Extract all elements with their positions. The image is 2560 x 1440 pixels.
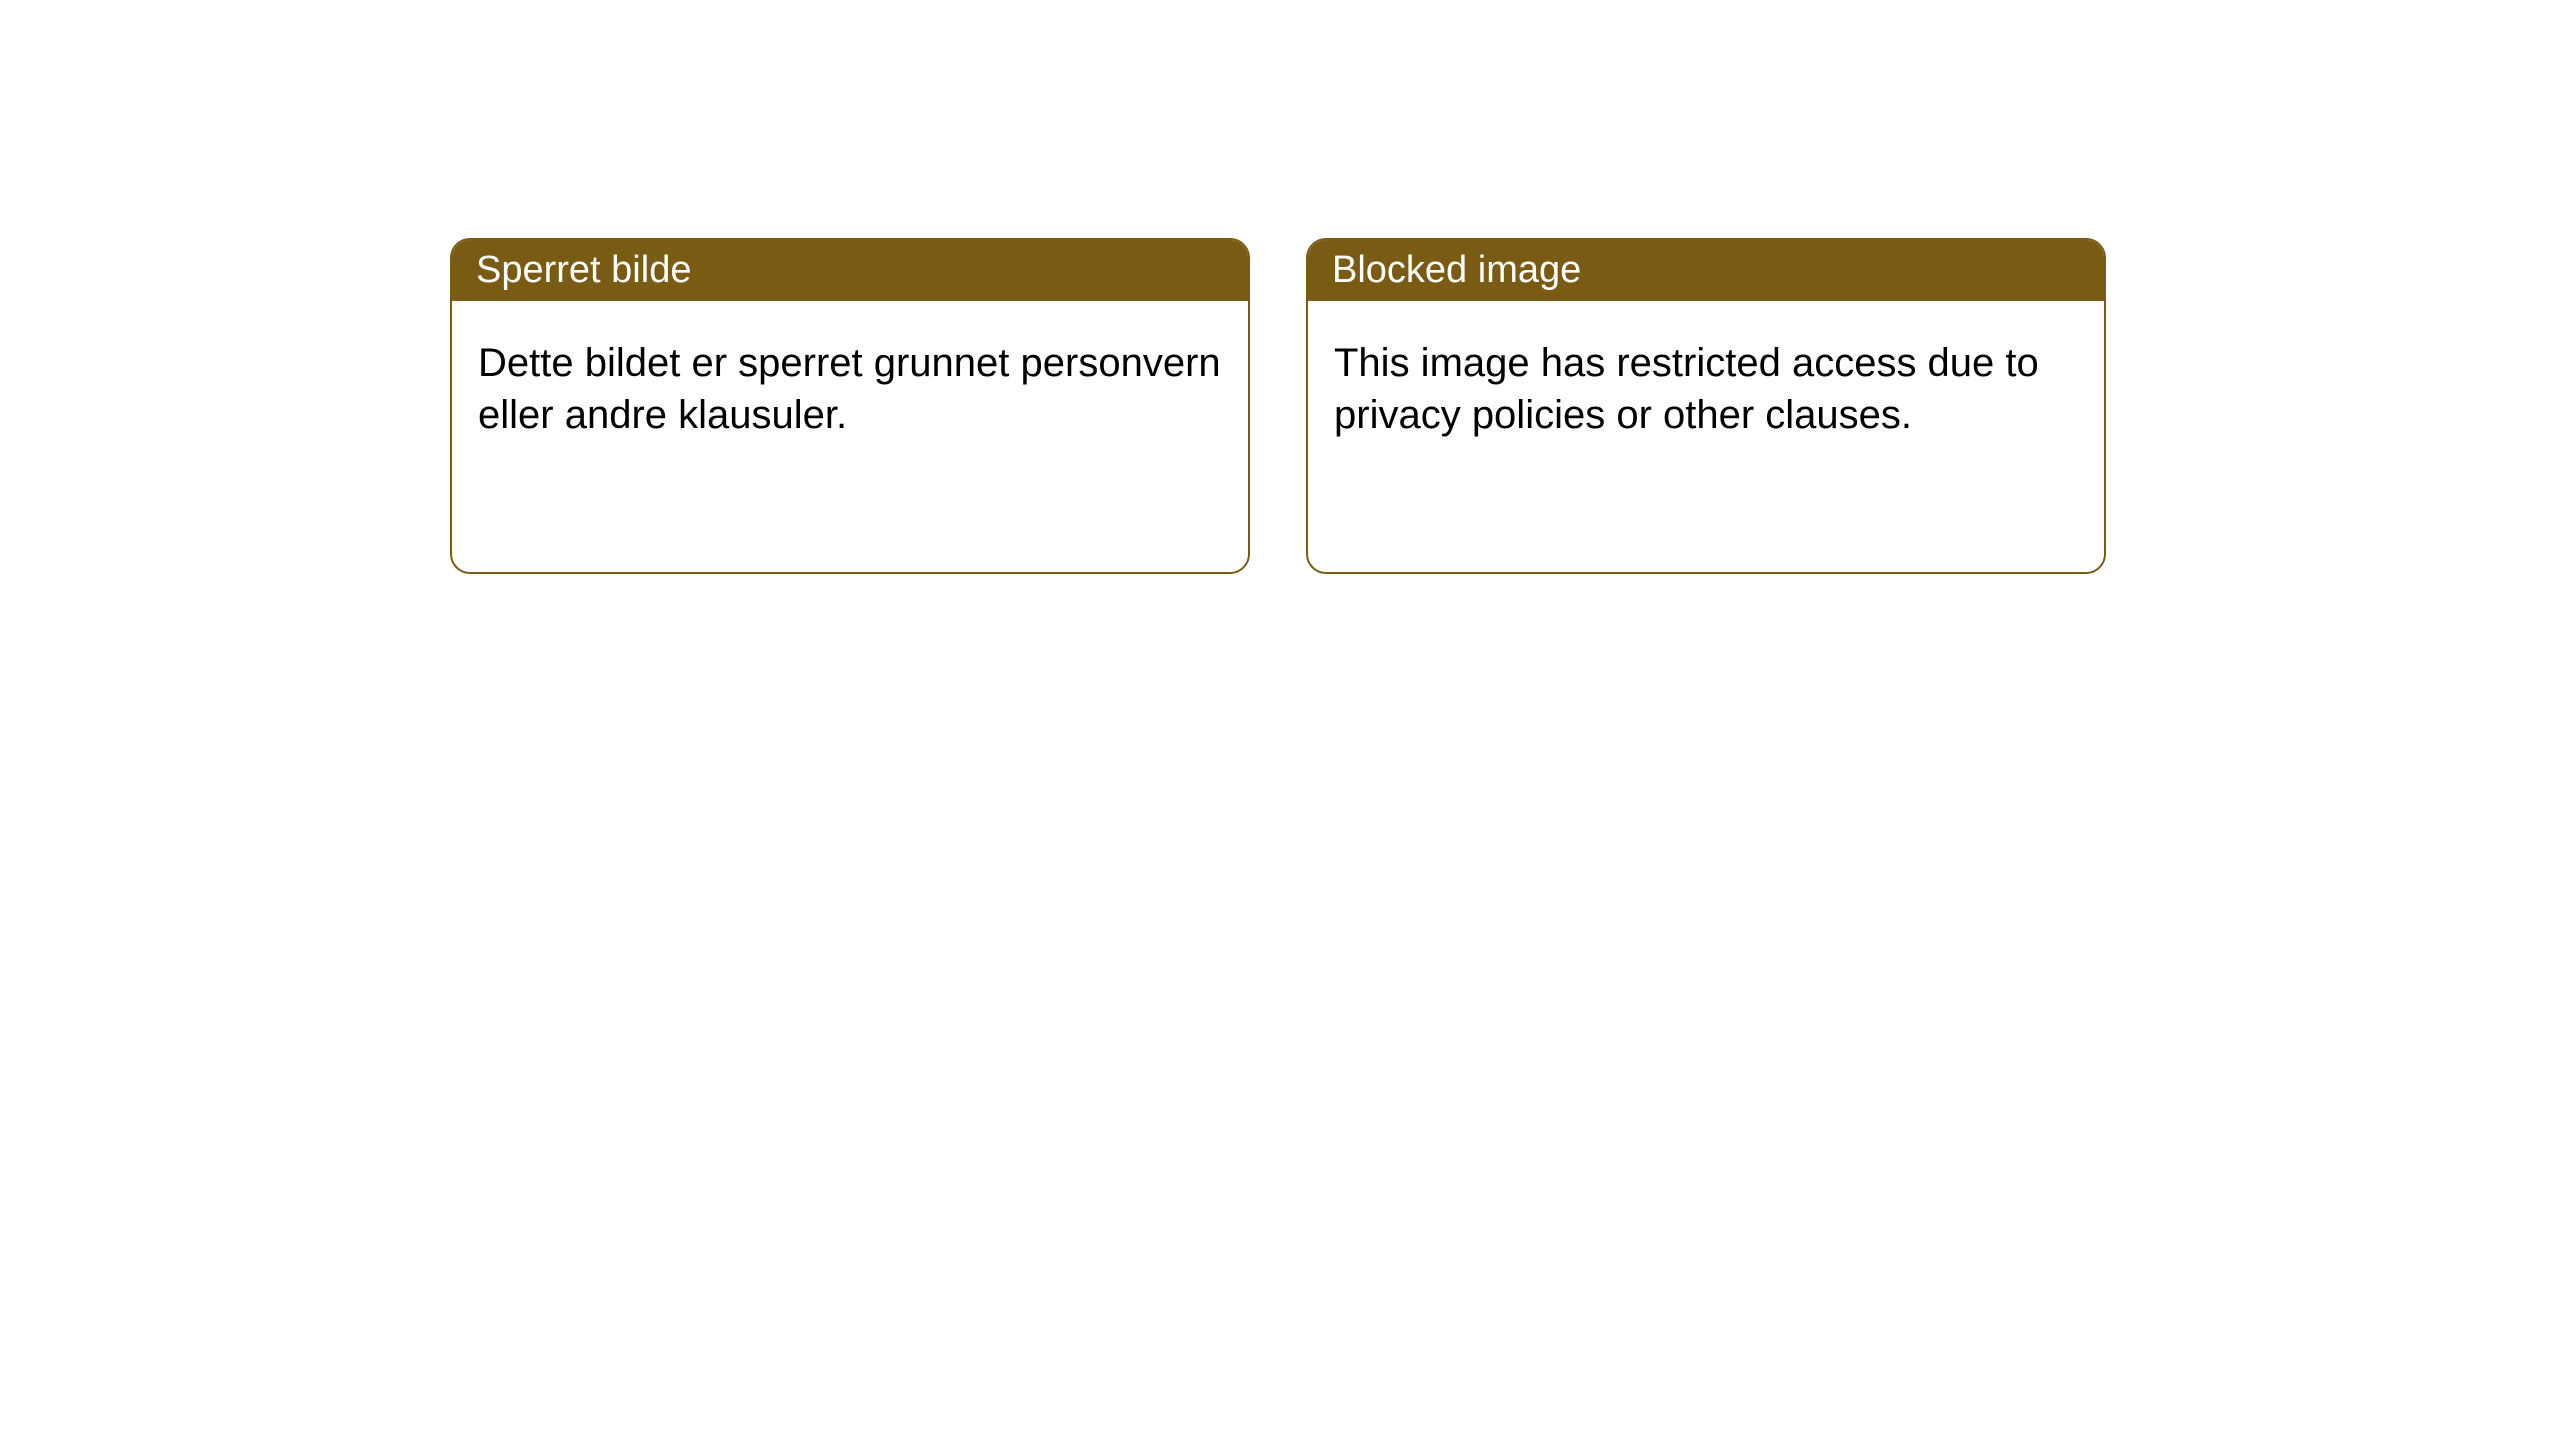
notice-body-english: This image has restricted access due to …	[1308, 301, 2104, 477]
notice-container: Sperret bilde Dette bildet er sperret gr…	[0, 0, 2560, 574]
notice-card-english: Blocked image This image has restricted …	[1306, 238, 2106, 574]
notice-header-norwegian: Sperret bilde	[452, 240, 1248, 301]
notice-body-norwegian: Dette bildet er sperret grunnet personve…	[452, 301, 1248, 477]
notice-card-norwegian: Sperret bilde Dette bildet er sperret gr…	[450, 238, 1250, 574]
notice-header-english: Blocked image	[1308, 240, 2104, 301]
